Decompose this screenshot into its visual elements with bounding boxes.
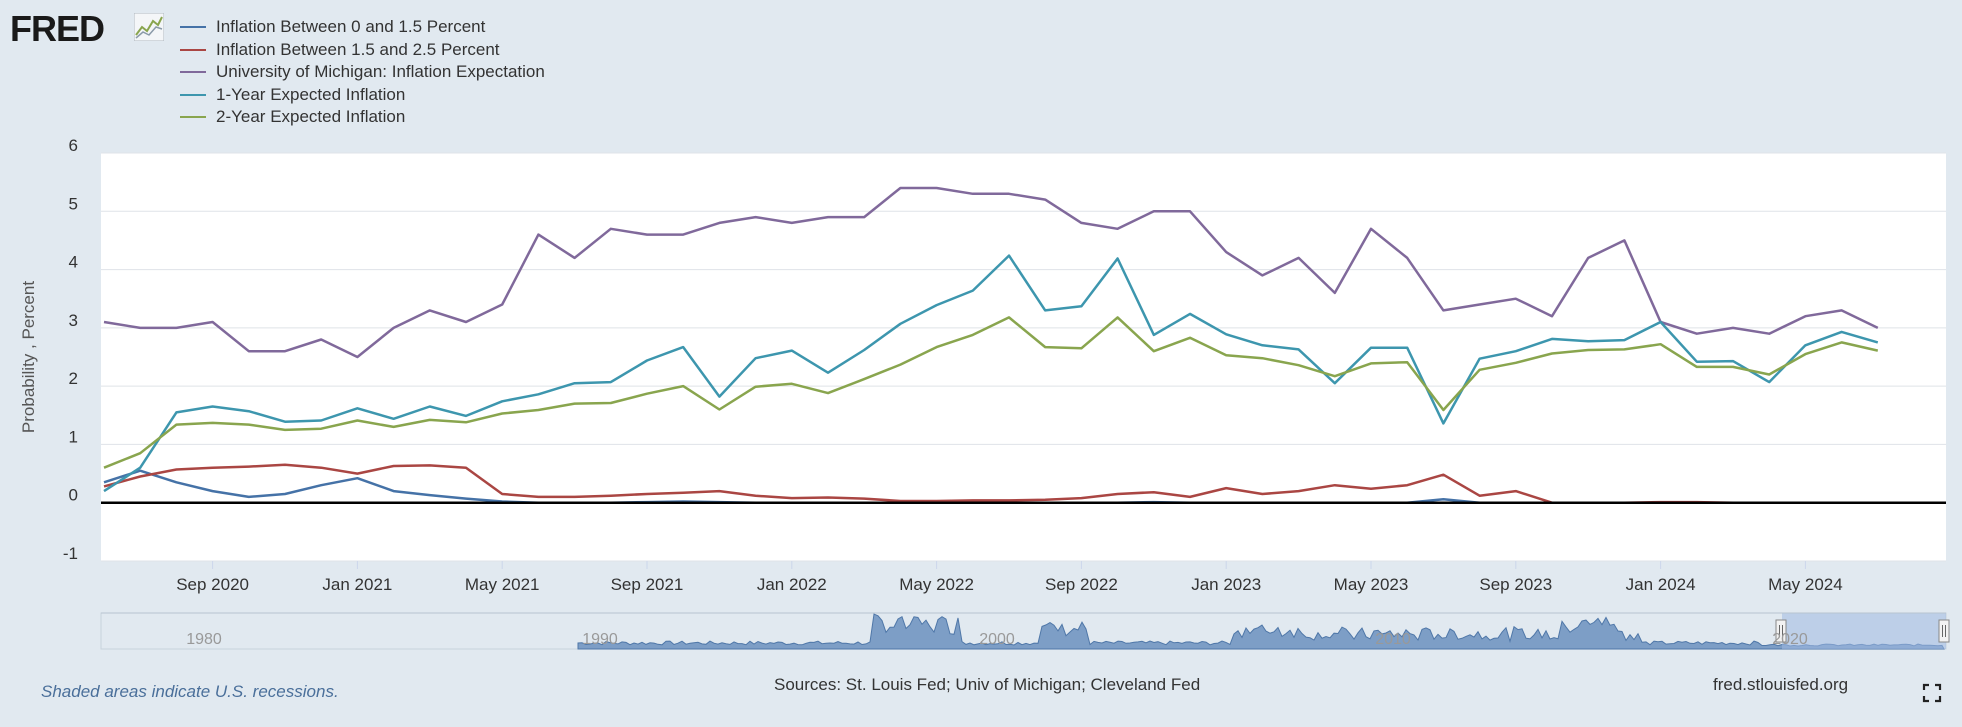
legend-item[interactable]: 2-Year Expected Inflation xyxy=(180,106,545,129)
y-tick-label: 4 xyxy=(69,253,78,272)
navigator-year-label: 1990 xyxy=(582,631,618,648)
recession-note: Shaded areas indicate U.S. recessions. xyxy=(41,682,339,701)
legend-item[interactable]: Inflation Between 1.5 and 2.5 Percent xyxy=(180,39,545,62)
y-tick-label: 3 xyxy=(69,311,78,330)
x-tick-label: May 2022 xyxy=(899,575,974,594)
chart-legend: Inflation Between 0 and 1.5 Percent Infla… xyxy=(180,16,545,129)
fred-graph-icon xyxy=(134,13,164,41)
fullscreen-icon[interactable] xyxy=(1922,683,1942,703)
legend-label: 2-Year Expected Inflation xyxy=(216,107,406,127)
legend-label: University of Michigan: Inflation Expect… xyxy=(216,62,545,82)
y-tick-label: 0 xyxy=(69,486,78,505)
legend-label: Inflation Between 0 and 1.5 Percent xyxy=(216,17,486,37)
y-tick-label: 1 xyxy=(69,427,78,446)
x-tick-label: May 2021 xyxy=(465,575,540,594)
navigator-year-label: 2020 xyxy=(1772,631,1808,648)
legend-swatch xyxy=(180,48,206,51)
navigator-year-label: 1980 xyxy=(186,631,222,648)
x-tick-label: Jan 2021 xyxy=(322,575,392,594)
fred-logo[interactable]: FRED xyxy=(10,8,105,49)
legend-swatch xyxy=(180,93,206,96)
x-tick-label: Sep 2022 xyxy=(1045,575,1118,594)
x-tick-label: Jan 2022 xyxy=(757,575,827,594)
range-navigator[interactable]: 1980 1990 2000 2010 2020 xyxy=(100,612,1950,650)
x-tick-label: Jan 2024 xyxy=(1626,575,1696,594)
legend-item[interactable]: University of Michigan: Inflation Expect… xyxy=(180,61,545,84)
site-link[interactable]: fred.stlouisfed.org xyxy=(1713,675,1849,694)
x-tick-label: May 2024 xyxy=(1768,575,1843,594)
legend-swatch xyxy=(180,116,206,119)
y-tick-label: 2 xyxy=(69,369,78,388)
legend-item[interactable]: Inflation Between 0 and 1.5 Percent xyxy=(180,16,545,39)
y-tick-label: 6 xyxy=(69,136,78,155)
series-2yr-expected-line[interactable] xyxy=(103,316,1879,469)
series-umich-expectation-line[interactable] xyxy=(103,186,1879,359)
x-tick-label: Sep 2023 xyxy=(1479,575,1552,594)
sources-text: Sources: St. Louis Fed; Univ of Michigan… xyxy=(774,675,1201,694)
x-tick-label: Sep 2020 xyxy=(176,575,249,594)
navigator-right-handle[interactable] xyxy=(1938,619,1950,643)
legend-swatch xyxy=(180,26,206,29)
legend-label: Inflation Between 1.5 and 2.5 Percent xyxy=(216,39,500,59)
navigator-year-label: 2010 xyxy=(1375,631,1411,648)
legend-label: 1-Year Expected Inflation xyxy=(216,84,406,104)
legend-swatch xyxy=(180,71,206,74)
legend-item[interactable]: 1-Year Expected Inflation xyxy=(180,84,545,107)
navigator-selected-range[interactable] xyxy=(1782,613,1946,649)
series-1yr-expected-line[interactable] xyxy=(103,254,1879,493)
y-axis-label: Probability , Percent xyxy=(19,281,38,433)
x-tick-label: Jan 2023 xyxy=(1191,575,1261,594)
navigator-left-handle[interactable] xyxy=(1775,619,1787,643)
x-tick-label: May 2023 xyxy=(1334,575,1409,594)
x-tick-label: Sep 2021 xyxy=(611,575,684,594)
y-tick-label: 5 xyxy=(69,194,78,213)
y-tick-label: -1 xyxy=(63,544,78,563)
navigator-year-label: 2000 xyxy=(979,631,1015,648)
navigator-series-area xyxy=(577,613,1945,650)
